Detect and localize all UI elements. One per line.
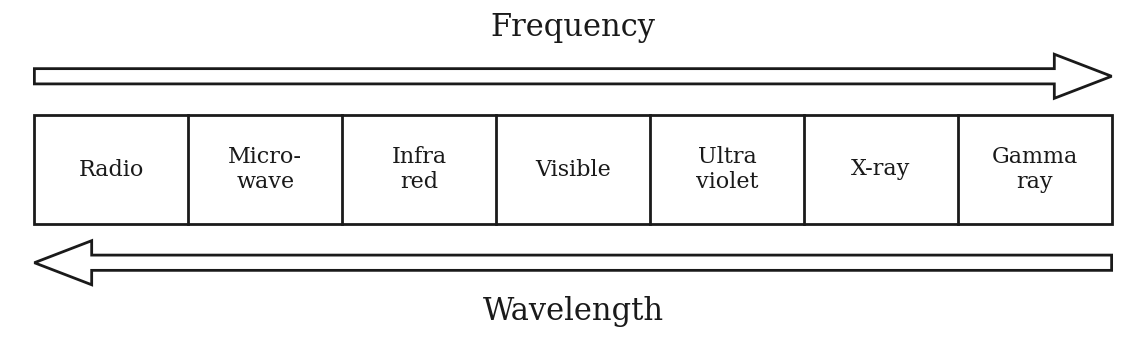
Polygon shape [34,54,1112,98]
Text: Radio: Radio [79,159,144,180]
Text: Ultra
violet: Ultra violet [696,146,759,193]
Text: Visible: Visible [535,159,611,180]
Polygon shape [34,241,1112,285]
Text: X-ray: X-ray [851,159,910,180]
Text: Gamma
ray: Gamma ray [991,146,1077,193]
Text: Wavelength: Wavelength [482,296,664,327]
Text: Frequency: Frequency [490,12,656,43]
Text: Micro-
wave: Micro- wave [228,146,303,193]
Bar [34,115,1112,224]
Text: Infra
red: Infra red [392,146,447,193]
